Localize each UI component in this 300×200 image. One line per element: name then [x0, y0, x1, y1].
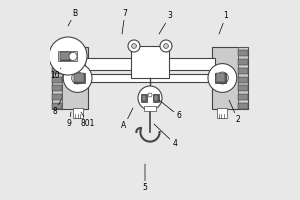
Circle shape — [128, 40, 140, 52]
Bar — [238, 85, 248, 91]
Text: 801: 801 — [81, 112, 95, 129]
Bar — [52, 59, 62, 65]
Circle shape — [72, 72, 84, 84]
Bar — [60, 52, 70, 60]
Bar — [238, 68, 248, 74]
Bar — [132, 44, 136, 48]
Text: 10: 10 — [50, 68, 61, 80]
Bar — [85, 74, 215, 82]
Text: 4: 4 — [154, 124, 177, 148]
Bar — [238, 103, 248, 109]
Bar — [131, 46, 169, 78]
Text: 1: 1 — [219, 11, 228, 34]
Bar — [73, 108, 83, 118]
Bar — [52, 85, 62, 91]
Bar — [74, 73, 84, 82]
Bar — [238, 47, 248, 109]
Circle shape — [160, 40, 172, 52]
Text: A: A — [122, 108, 133, 130]
Bar — [153, 94, 159, 102]
Bar — [52, 77, 62, 83]
Circle shape — [148, 93, 152, 97]
Bar — [142, 95, 146, 101]
Text: 2: 2 — [229, 100, 240, 124]
Text: 8: 8 — [52, 100, 61, 116]
Bar — [52, 94, 62, 100]
Bar — [238, 59, 248, 65]
Bar — [212, 47, 248, 109]
Bar — [154, 95, 158, 101]
Bar — [238, 77, 248, 83]
Circle shape — [132, 44, 136, 48]
Bar — [52, 47, 88, 109]
Bar — [217, 108, 227, 118]
Bar — [52, 47, 62, 109]
Bar — [52, 50, 62, 56]
Bar — [52, 68, 62, 74]
Bar — [238, 94, 248, 100]
Bar — [58, 51, 77, 61]
Circle shape — [49, 37, 87, 75]
Bar — [85, 58, 215, 70]
Bar — [238, 50, 248, 56]
Circle shape — [164, 44, 168, 48]
Text: 9: 9 — [67, 112, 71, 129]
Circle shape — [63, 64, 92, 92]
Circle shape — [138, 86, 162, 110]
Bar — [164, 44, 168, 48]
Text: 5: 5 — [142, 164, 147, 192]
Bar — [52, 103, 62, 109]
Bar — [215, 73, 226, 83]
Bar — [74, 73, 85, 83]
Text: B: B — [68, 8, 78, 26]
Bar — [216, 73, 225, 82]
Bar — [141, 94, 147, 102]
Text: 7: 7 — [122, 8, 128, 34]
Circle shape — [208, 64, 237, 92]
Text: 6: 6 — [159, 100, 182, 120]
Text: 3: 3 — [159, 11, 172, 34]
Bar — [60, 52, 71, 60]
Bar — [144, 106, 156, 111]
Circle shape — [69, 52, 77, 60]
Circle shape — [216, 72, 228, 84]
